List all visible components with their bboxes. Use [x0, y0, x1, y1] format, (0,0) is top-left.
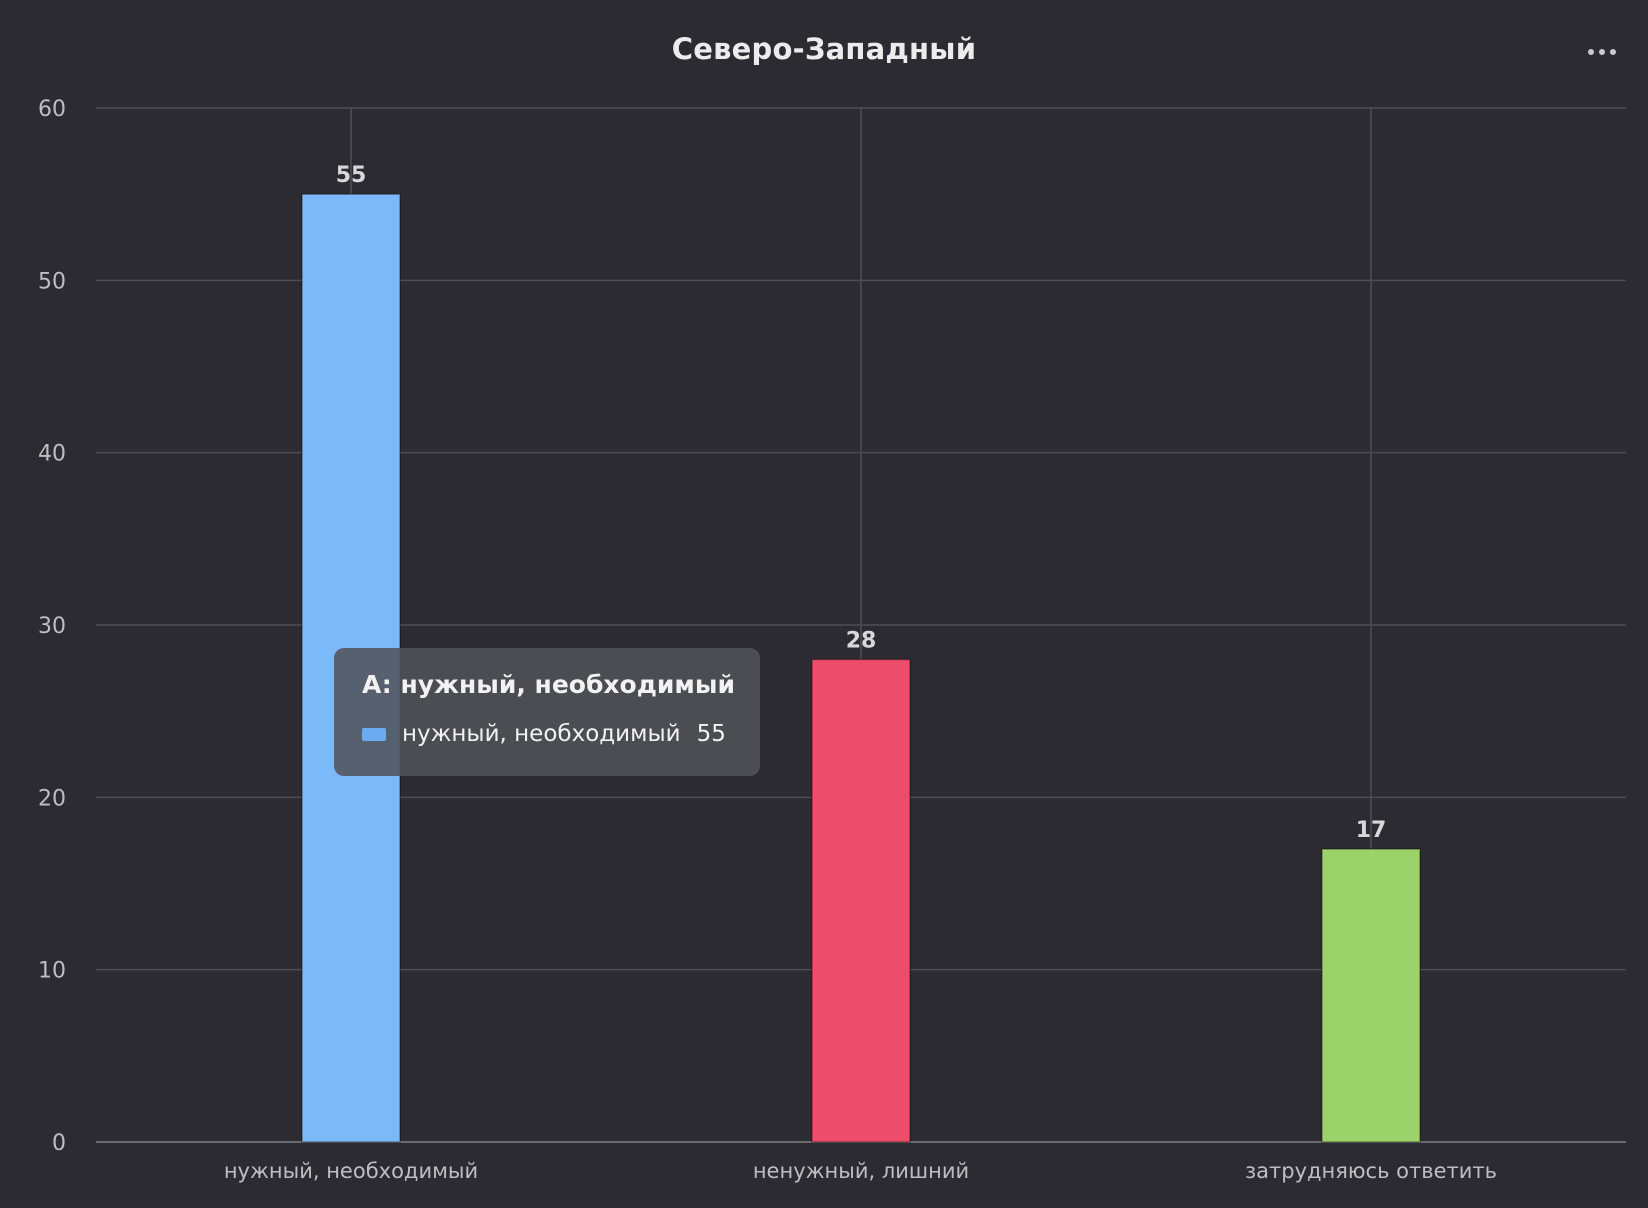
chart-tooltip: A: нужный, необходимый нужный, необходим… [334, 648, 760, 776]
tooltip-row: нужный, необходимый 55 [362, 721, 732, 747]
bar-value-label: 28 [846, 628, 877, 653]
y-tick-label: 50 [38, 269, 66, 294]
chart-title: Северо-Западный [671, 32, 977, 66]
x-tick-label: ненужный, лишний [753, 1159, 969, 1183]
y-tick-label: 0 [52, 1131, 66, 1156]
x-tick-label: затрудняюсь ответить [1245, 1159, 1497, 1183]
tooltip-title: A: нужный, необходимый [362, 670, 735, 699]
bar [1321, 848, 1421, 1143]
y-tick-label: 10 [38, 959, 66, 984]
bar [811, 658, 911, 1143]
chart-menu-button[interactable] [1580, 30, 1624, 74]
y-tick-label: 30 [38, 614, 66, 639]
bar-value-label: 17 [1356, 818, 1387, 843]
y-tick-label: 20 [38, 786, 66, 811]
tooltip-swatch [362, 727, 386, 741]
x-tick-label: нужный, необходимый [224, 1159, 478, 1183]
bar-value-label: 55 [336, 163, 367, 188]
more-horizontal-icon [1588, 49, 1616, 55]
y-tick-label: 40 [38, 442, 66, 467]
y-tick-label: 60 [38, 97, 66, 122]
tooltip-series-label: нужный, необходимый [402, 721, 681, 747]
tooltip-value: 55 [696, 721, 726, 747]
